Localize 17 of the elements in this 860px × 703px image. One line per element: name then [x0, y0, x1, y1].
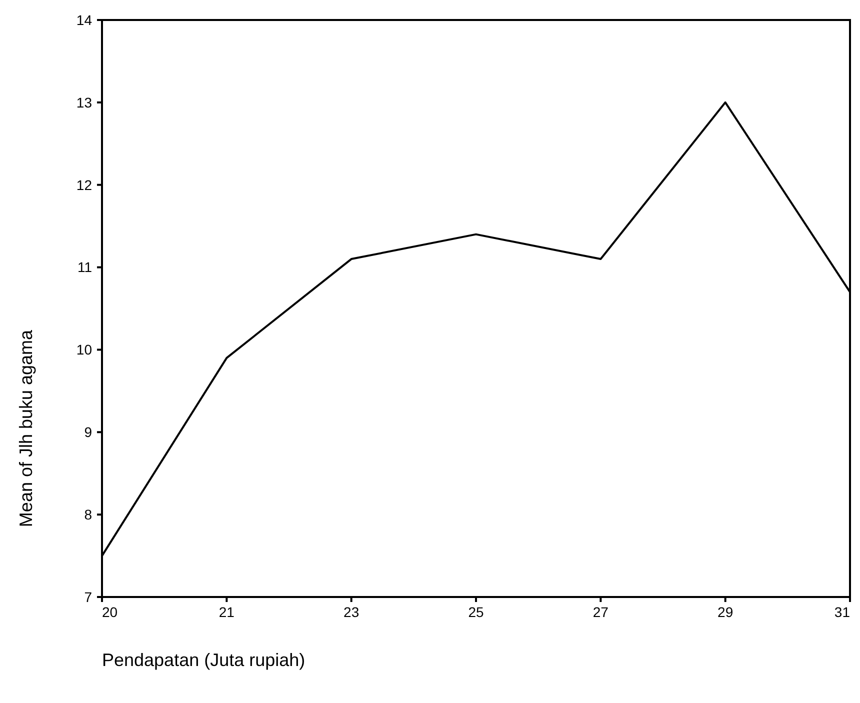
- y-tick-label: 9: [84, 424, 92, 440]
- y-tick-label: 13: [76, 94, 92, 110]
- x-tick-label: 29: [718, 604, 734, 620]
- x-tick-label: 21: [218, 604, 235, 620]
- y-tick-label: 8: [84, 506, 92, 522]
- x-axis-title: Pendapatan (Juta rupiah): [102, 650, 306, 670]
- y-tick-label: 12: [76, 176, 92, 193]
- y-tick-label: 11: [77, 259, 92, 276]
- y-tick-label: 10: [76, 342, 92, 358]
- y-tick-label: 7: [84, 588, 92, 605]
- y-axis-title: Mean of Jlh buku agama: [16, 328, 36, 528]
- x-tick-label: 25: [468, 604, 484, 620]
- y-tick-label: 14: [76, 12, 92, 28]
- x-tick-label: 27: [592, 604, 609, 620]
- x-tick-label: 23: [344, 604, 360, 620]
- x-tick-label: 31: [834, 604, 850, 620]
- x-tick-label: 20: [102, 604, 118, 620]
